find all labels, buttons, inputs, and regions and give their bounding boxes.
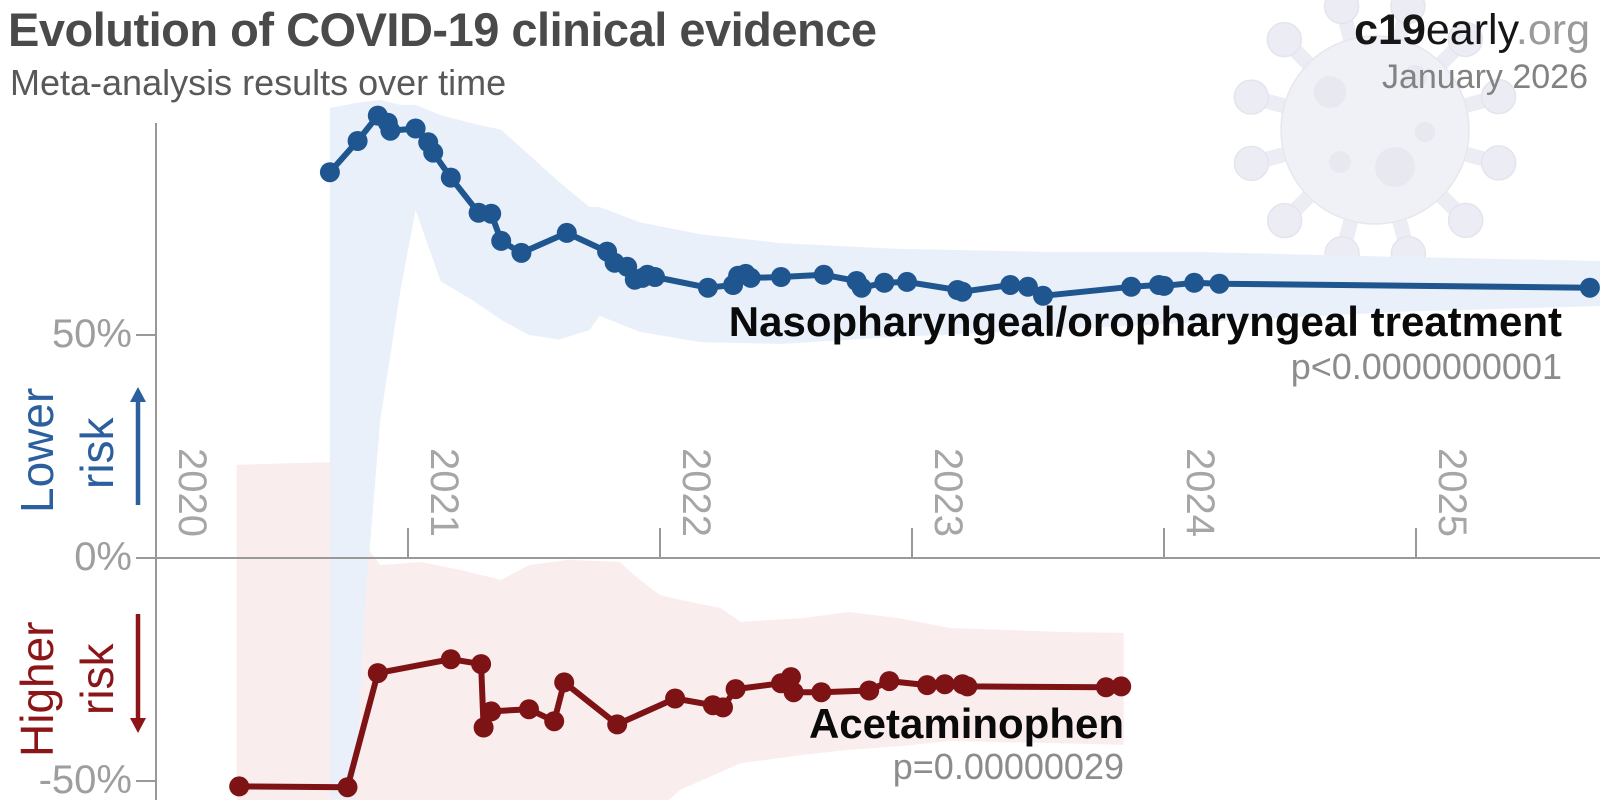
data-point[interactable] (511, 242, 532, 263)
data-point[interactable] (781, 667, 801, 688)
data-point[interactable] (423, 142, 444, 163)
data-point[interactable] (1096, 677, 1116, 698)
higher-risk-down-arrow-head (130, 718, 146, 733)
data-point[interactable] (229, 776, 250, 797)
data-point[interactable] (851, 277, 872, 298)
data-point[interactable] (440, 649, 461, 670)
data-point[interactable] (440, 167, 461, 188)
data-point[interactable] (1184, 272, 1205, 293)
y-tick-label: 50% (51, 312, 132, 356)
data-point[interactable] (607, 714, 628, 735)
x-tick-label-year: 2023 (926, 448, 970, 537)
data-point[interactable] (771, 267, 791, 287)
data-point[interactable] (811, 682, 832, 703)
data-point[interactable] (1579, 277, 1600, 298)
data-point[interactable] (874, 272, 895, 293)
red-confidence-band (236, 462, 1124, 800)
data-point[interactable] (554, 672, 575, 693)
lower-risk-label-word2: risk (71, 417, 123, 489)
page-subtitle: Meta-analysis results over time (10, 62, 507, 103)
data-point[interactable] (556, 222, 577, 243)
data-point[interactable] (952, 281, 973, 302)
report-date: January 2026 (1381, 58, 1588, 96)
data-point[interactable] (473, 717, 494, 738)
data-point[interactable] (697, 277, 718, 298)
data-point[interactable] (367, 663, 388, 684)
series1-p-value: p<0.0000000001 (1290, 346, 1562, 387)
lower-risk-up-arrow-head (130, 387, 146, 402)
brand-mid: early (1425, 6, 1516, 54)
data-point[interactable] (481, 701, 502, 722)
data-point[interactable] (491, 230, 512, 251)
brand-suffix: .org (1515, 6, 1590, 54)
higher-risk-label-word1: Higher (11, 621, 63, 757)
data-point[interactable] (1000, 275, 1021, 295)
x-tick-label-year: 2024 (1178, 448, 1222, 537)
data-point[interactable] (347, 131, 368, 151)
data-point[interactable] (481, 203, 502, 224)
data-point[interactable] (519, 699, 539, 720)
x-tick-label-year: 2022 (674, 448, 718, 537)
data-point[interactable] (645, 267, 665, 287)
data-point[interactable] (1154, 275, 1174, 296)
data-point[interactable] (897, 271, 917, 292)
data-point[interactable] (813, 264, 834, 285)
data-point[interactable] (725, 679, 746, 700)
data-point[interactable] (1111, 676, 1132, 697)
series2-p-value: p=0.00000029 (892, 746, 1124, 787)
y-tick-label: 0% (74, 535, 132, 579)
data-point[interactable] (740, 267, 761, 288)
y-tick-label: -50% (38, 758, 132, 802)
data-point[interactable] (319, 162, 340, 183)
data-point[interactable] (544, 711, 565, 732)
data-point[interactable] (405, 118, 426, 139)
data-point[interactable] (665, 688, 686, 709)
brand-bold: c19 (1354, 6, 1426, 54)
x-tick-label-year: 2020 (170, 448, 214, 537)
data-point[interactable] (879, 671, 900, 692)
higher-risk-label-word2: risk (71, 643, 123, 715)
data-point[interactable] (783, 682, 804, 703)
page-title: Evolution of COVID-19 clinical evidence (8, 3, 877, 56)
series1-label: Nasopharyngeal/oropharyngeal treatment (728, 298, 1562, 345)
brand-logo[interactable]: c19early.org (1354, 6, 1590, 55)
data-point[interactable] (1017, 276, 1038, 297)
data-point[interactable] (957, 676, 978, 697)
series2-label: Acetaminophen (808, 700, 1124, 747)
data-point[interactable] (1209, 273, 1230, 294)
data-point[interactable] (471, 654, 492, 675)
data-point[interactable] (1033, 285, 1053, 306)
lower-risk-label-word1: Lower (11, 387, 63, 513)
data-point[interactable] (934, 674, 955, 695)
data-point[interactable] (859, 680, 880, 701)
x-tick-label-year: 2025 (1430, 448, 1474, 537)
data-point[interactable] (917, 675, 938, 696)
data-point[interactable] (1121, 276, 1142, 297)
x-tick-label-year: 2021 (422, 448, 466, 537)
data-point[interactable] (337, 777, 358, 798)
data-point[interactable] (713, 697, 733, 718)
data-point[interactable] (380, 120, 401, 141)
